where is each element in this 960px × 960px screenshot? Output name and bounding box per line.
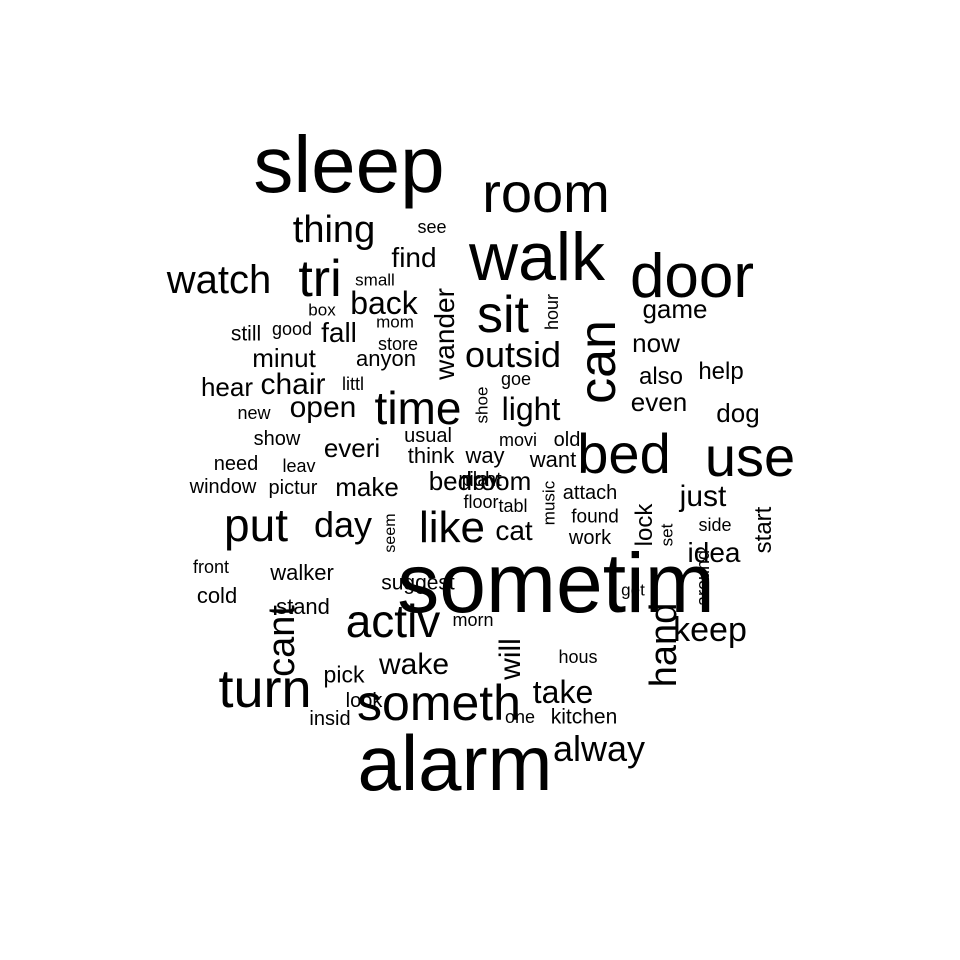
word: cat	[495, 515, 533, 546]
word: think	[407, 443, 455, 468]
word: walker	[270, 560, 334, 585]
word: use	[704, 425, 796, 488]
word: chair	[260, 368, 326, 401]
word: front	[192, 557, 230, 577]
word: floor	[463, 492, 499, 512]
word: open	[289, 391, 357, 424]
word: watch	[166, 258, 272, 302]
word: stand	[276, 594, 330, 619]
word: thing	[292, 209, 376, 251]
word: turn	[218, 659, 312, 719]
word: play	[461, 469, 499, 491]
word: box	[308, 300, 336, 320]
word: night	[458, 469, 502, 491]
word: one	[504, 707, 536, 727]
word: now	[632, 328, 680, 358]
word: hous	[558, 647, 598, 667]
word: back	[350, 285, 418, 321]
word: take	[532, 674, 594, 710]
word: fall	[321, 317, 357, 348]
word: usual	[404, 425, 452, 447]
word: sleep	[253, 120, 445, 209]
word: keep	[673, 611, 747, 649]
word: small	[355, 270, 395, 290]
word: like	[418, 503, 486, 552]
word: side	[698, 515, 732, 535]
word: leav	[282, 456, 316, 476]
word: alarm	[357, 719, 553, 807]
word: alway	[552, 728, 646, 769]
word: around	[693, 549, 713, 607]
word: window	[189, 476, 257, 498]
word: good	[271, 319, 313, 339]
word: movi	[498, 430, 538, 450]
word: hear	[200, 372, 254, 402]
word: way	[465, 443, 505, 468]
word: work	[568, 527, 612, 549]
word: anyon	[356, 346, 416, 371]
word: hour	[542, 293, 562, 331]
word: sometim	[397, 536, 715, 630]
word: new	[237, 403, 271, 423]
word: suggest	[381, 571, 455, 595]
word: tri	[298, 250, 342, 308]
word: can	[569, 320, 627, 404]
word: dog	[716, 398, 760, 428]
word: idea	[687, 537, 741, 568]
word: tabl	[498, 496, 528, 516]
word: light	[501, 391, 561, 427]
word: wander	[429, 288, 460, 380]
word: littl	[342, 374, 364, 394]
word: day	[313, 504, 373, 545]
word: sit	[477, 286, 529, 344]
word: someth	[357, 675, 521, 731]
word: help	[698, 358, 744, 385]
word: old	[553, 429, 581, 451]
word: walk	[468, 219, 606, 295]
word: need	[213, 453, 259, 475]
word: find	[391, 242, 437, 273]
word: insid	[309, 708, 351, 730]
word: outsid	[464, 334, 562, 375]
word: everi	[323, 433, 381, 463]
word: shoe	[472, 386, 492, 424]
word: activ	[345, 595, 441, 647]
word: store	[377, 334, 419, 354]
word: found	[571, 506, 619, 528]
word: goe	[500, 369, 532, 389]
word: bed	[577, 422, 671, 485]
word: music	[539, 480, 559, 526]
word: pictur	[268, 477, 318, 499]
word: will	[494, 638, 527, 680]
word: just	[679, 480, 727, 513]
word: game	[642, 294, 708, 324]
word: time	[374, 382, 462, 434]
word: kitchen	[550, 705, 618, 729]
word: see	[417, 217, 447, 237]
word: even	[630, 387, 688, 417]
word: attach	[562, 482, 618, 504]
word: also	[638, 363, 684, 390]
word: mom	[376, 312, 414, 332]
word: cold	[196, 583, 238, 608]
word: start	[750, 506, 777, 554]
word: want	[529, 447, 577, 472]
word: bedroom	[428, 466, 532, 496]
word: morn	[452, 610, 494, 630]
word: put	[224, 499, 288, 551]
word: still	[230, 322, 262, 346]
word: make	[335, 472, 399, 502]
word: wake	[378, 648, 450, 681]
word: show	[253, 428, 301, 450]
word: look	[345, 690, 383, 712]
word: door	[629, 242, 755, 311]
word: get	[621, 580, 645, 600]
word: pick	[323, 661, 365, 688]
word: room	[482, 161, 610, 224]
word: minut	[252, 343, 316, 373]
